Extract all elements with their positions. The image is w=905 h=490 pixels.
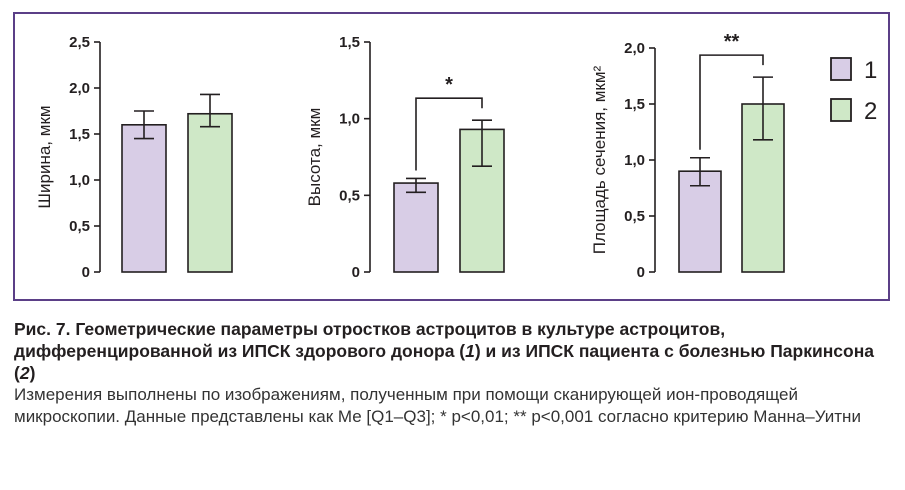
y-tick-label: 1,5 [339,34,360,51]
significance-marker: ** [724,31,740,53]
y-axis-label: Ширина, мкм [35,105,54,208]
y-tick-label: 2,5 [69,34,90,51]
caption-title-part3: ) [29,363,36,383]
y-tick-label: 1,5 [624,96,645,113]
caption-title-part2: ) и из ИПСК пациента с болезнью Паркинсо… [14,341,875,383]
y-tick-label: 0,5 [339,187,360,204]
legend-swatch-2 [830,98,852,122]
bar-group-2 [187,112,233,273]
caption-label: Рис. 7. [14,319,71,339]
bar-group-1 [393,182,439,273]
bar-group-1 [121,124,167,273]
significance-marker: * [445,74,453,96]
y-axis-label: Площадь сечения, мкм² [590,65,609,254]
y-tick-label: 0,5 [624,208,645,225]
y-tick-label: 2,0 [69,80,90,97]
caption-title-part1: Геометрические параметры отростков астро… [14,319,726,361]
figure-charts: 0 0,5 1,0 1,5 2,0 2,5 Ширина, мкм 0 0,5 1,0 1,5 Выс… [35,31,877,281]
y-tick-label: 0 [637,264,645,281]
y-tick-label: 1,0 [69,172,90,189]
chart-panel-1: 0 0,5 1,0 1,5 2,0 2,5 Ширина, мкм [35,34,233,281]
significance-bracket [699,54,764,150]
significance-bracket [415,97,483,171]
figure-caption: Рис. 7. Геометрические параметры отростк… [14,318,890,428]
caption-title-num1: 1 [465,341,475,361]
y-tick-label: 2,0 [624,40,645,57]
legend-label-1: 1 [864,57,877,84]
legend-label-2: 2 [864,98,877,125]
legend-swatch-1 [830,57,852,81]
caption-title: Рис. 7. Геометрические параметры отростк… [14,318,890,384]
legend: 12 [830,57,877,125]
chart-panel-2: 0 0,5 1,0 1,5 Высота, мкм * [305,34,505,281]
chart-panel-3: 0 0,5 1,0 1,5 2,0 Площадь сечения, мкм² ** [590,31,785,281]
y-axis-label: Высота, мкм [305,108,324,207]
y-tick-label: 1,0 [624,152,645,169]
y-tick-label: 1,5 [69,126,90,143]
y-tick-label: 0 [352,264,360,281]
caption-title-num2: 2 [19,363,30,383]
bar-group-1 [678,170,722,273]
caption-body: Измерения выполнены по изображениям, пол… [14,385,861,426]
y-tick-label: 1,0 [339,111,360,128]
y-tick-label: 0 [82,264,90,281]
y-tick-label: 0,5 [69,218,90,235]
